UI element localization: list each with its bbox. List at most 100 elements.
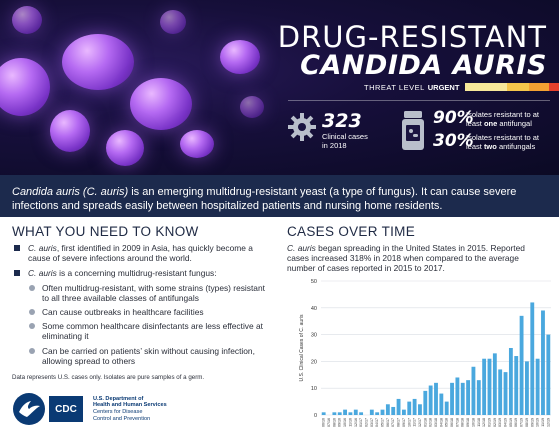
bar	[508, 348, 513, 415]
cdc-line1: U.S. Department of	[93, 395, 144, 402]
x-tick-label: 04/18	[439, 418, 443, 427]
stat-one-pre: least	[466, 119, 484, 128]
bar	[482, 358, 487, 415]
y-tick-label: 0	[314, 413, 317, 419]
bar	[343, 409, 347, 415]
need-to-know-list: C. auris, first identified in 2009 in As…	[12, 243, 274, 370]
bar	[460, 382, 465, 415]
x-tick-label: 07/18	[455, 418, 459, 427]
sub-list-item: Can be carried on patients’ skin without…	[12, 346, 274, 366]
sub-list-item: Can cause outbreaks in healthcare facili…	[12, 307, 274, 317]
fungus-cell-image	[220, 40, 260, 74]
x-tick-label: 10/17	[407, 418, 411, 427]
intro-italic: Candida auris (C. auris)	[12, 186, 129, 198]
bar	[476, 380, 481, 415]
stat-two-line2: least two antifungals	[466, 142, 539, 151]
bar	[444, 401, 449, 415]
x-tick-label: 04/19	[504, 418, 508, 427]
x-tick-label: 11/19	[541, 418, 545, 427]
title-line-2: CANDIDA AURIS	[300, 50, 547, 81]
stat-one-bold: one	[483, 119, 498, 128]
stat-cases-line2: in 2018	[322, 141, 347, 150]
x-tick-label: 04/17	[375, 418, 379, 427]
x-tick-label: 07/19	[520, 418, 524, 427]
x-tick-label: 03/17	[370, 418, 374, 427]
bar	[530, 302, 535, 415]
threat-bar	[465, 83, 559, 91]
x-tick-label: 11/17	[413, 418, 417, 427]
stat-two-value: 30%	[433, 131, 474, 151]
y-tick-label: 40	[311, 306, 317, 312]
stat-one-post: antifungal	[497, 119, 532, 128]
title-line-1: DRUG-RESISTANT	[277, 20, 547, 54]
bar	[450, 382, 454, 415]
bar	[492, 353, 497, 415]
bar	[348, 412, 353, 415]
bar	[359, 412, 364, 415]
round-bullet-icon	[29, 284, 35, 291]
y-tick-label: 30	[311, 333, 317, 339]
bar	[337, 412, 342, 415]
x-tick-label: 03/19	[498, 418, 502, 427]
x-tick-label: 02/19	[493, 418, 497, 427]
bar	[353, 409, 358, 415]
y-axis-label: U.S. Clinical Cases of C. auris	[299, 314, 305, 381]
heading-cases-over-time: CASES OVER TIME	[287, 224, 416, 239]
stat-two-line1: Isolates resistant to at	[466, 133, 539, 142]
cdc-line2: Health and Human Services	[93, 402, 167, 409]
hero-divider	[288, 100, 550, 101]
fungus-cell-image	[50, 110, 90, 152]
bar	[498, 369, 503, 415]
y-tick-label: 50	[311, 279, 317, 285]
threat-bar-segment	[465, 83, 508, 91]
subitem-text: Can be carried on patients’ skin without…	[42, 345, 255, 366]
x-tick-label: 02/17	[364, 418, 368, 427]
x-tick-label: 09/16	[338, 418, 342, 427]
x-tick-label: 10/19	[536, 418, 540, 427]
cases-chart-svg: 0 10 20 30 40 50 U.S. Clinical Cases of C. aur…	[299, 279, 551, 427]
round-bullet-icon	[29, 309, 35, 316]
x-tick-label: 09/18	[466, 418, 470, 427]
item1-text: , first identified in 2009 in Asia, has …	[28, 243, 253, 264]
x-tick-label: 02/18	[429, 418, 433, 427]
bar	[439, 393, 444, 415]
x-tick-label: 03/18	[434, 418, 438, 427]
fungus-cell-image	[12, 6, 42, 34]
fungus-cell-image	[106, 130, 144, 166]
cdc-agency-text: U.S. Department of Health and Human Serv…	[93, 396, 167, 422]
sub-list-item: Some common healthcare disinfectants are…	[12, 321, 274, 341]
x-tick-label: 05/18	[445, 418, 449, 427]
bar	[519, 315, 524, 415]
square-bullet-icon	[14, 245, 20, 251]
sub-list-item: Often multidrug-resistant, with some str…	[12, 283, 274, 303]
fungus-cell-image	[240, 96, 264, 118]
bar	[418, 404, 422, 415]
bar	[380, 409, 385, 415]
item1-italic: C. auris	[28, 243, 57, 253]
threat-label: THREAT LEVEL	[364, 82, 425, 92]
x-tick-label: 10/18	[471, 418, 475, 427]
bar	[332, 412, 337, 415]
fungus-cell-image	[180, 130, 214, 158]
subitem-text: Some common healthcare disinfectants are…	[42, 321, 263, 342]
cdc-line4: Control and Prevention	[93, 415, 151, 422]
cases-italic: C. auris	[287, 243, 316, 253]
round-bullet-icon	[29, 347, 35, 354]
x-tick-label: 07/16	[327, 418, 331, 427]
bar	[434, 382, 438, 415]
threat-value: URGENT	[427, 82, 460, 92]
bar	[428, 385, 433, 415]
bar	[525, 361, 529, 415]
x-tick-label: 08/16	[332, 418, 336, 427]
bar	[455, 377, 460, 415]
cdc-logo-block[interactable]: CDC U.S. Department of Health and Human …	[12, 392, 167, 426]
subitem-text: Can cause outbreaks in healthcare facili…	[42, 307, 204, 318]
bar	[321, 412, 326, 415]
x-tick-label: 07/17	[391, 418, 395, 427]
bar	[407, 401, 412, 415]
stat-one-value: 90%	[433, 108, 474, 128]
bar	[396, 398, 401, 415]
x-tick-label: 08/18	[461, 418, 465, 427]
pill-bottle-icon	[402, 111, 424, 150]
y-tick-label: 10	[311, 386, 317, 392]
